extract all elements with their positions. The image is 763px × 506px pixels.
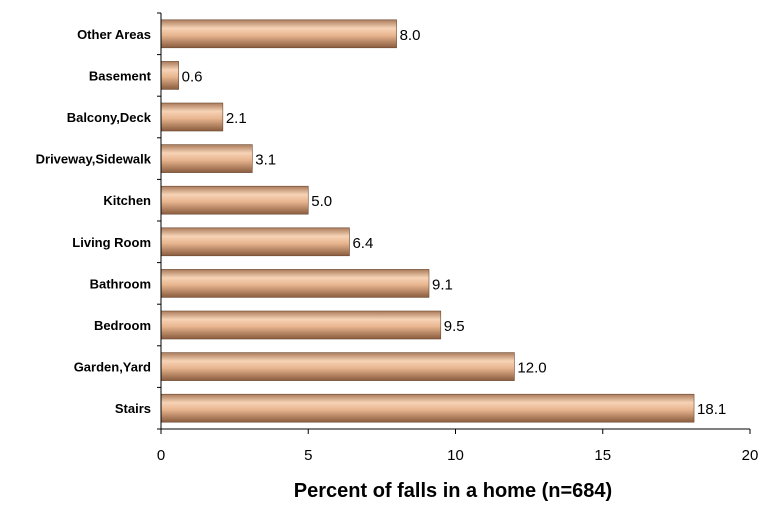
labels-group: Other Areas 8.0 Basement 0.6 Balcony,Deck 2.1…	[36, 27, 727, 418]
bar-5	[160, 227, 350, 257]
x-tick-label: 5	[304, 447, 312, 464]
value-label: 6.4	[352, 235, 373, 252]
bar-4	[160, 185, 309, 215]
category-label: Driveway,Sidewalk	[36, 152, 152, 167]
value-label: 3.1	[255, 152, 276, 169]
category-label: Bedroom	[94, 318, 151, 333]
axes-group: 0 5 10 15 20	[157, 12, 759, 464]
bar-8	[160, 352, 515, 381]
category-label: Bathroom	[90, 276, 151, 291]
x-tick-label: 15	[594, 447, 611, 464]
value-label: 12.0	[517, 360, 546, 377]
bars-group	[160, 19, 695, 423]
category-label: Basement	[89, 68, 152, 83]
category-label: Stairs	[115, 401, 151, 416]
category-label: Living Room	[72, 235, 151, 250]
bar-1	[160, 61, 179, 90]
value-label: 2.1	[226, 110, 247, 127]
category-label: Kitchen	[103, 193, 151, 208]
x-tick-label: 10	[447, 447, 464, 464]
value-label: 0.6	[182, 68, 203, 85]
value-label: 9.5	[444, 318, 465, 335]
bar-0	[160, 19, 397, 49]
value-label: 9.1	[432, 276, 453, 293]
bar-3	[160, 144, 253, 173]
value-label: 8.0	[400, 27, 421, 44]
category-label: Balcony,Deck	[67, 110, 152, 125]
value-label: 18.1	[697, 401, 726, 418]
category-label: Other Areas	[77, 27, 151, 42]
x-tick-label: 20	[742, 447, 759, 464]
bar-7	[160, 310, 442, 340]
value-label: 5.0	[311, 193, 332, 210]
x-axis-title: Percent of falls in a home (n=684)	[294, 480, 612, 502]
bar-2	[160, 102, 224, 132]
x-tick-label: 0	[157, 447, 165, 464]
bar-9	[160, 393, 695, 423]
bar-6	[160, 269, 430, 298]
category-label: Garden,Yard	[74, 360, 151, 375]
